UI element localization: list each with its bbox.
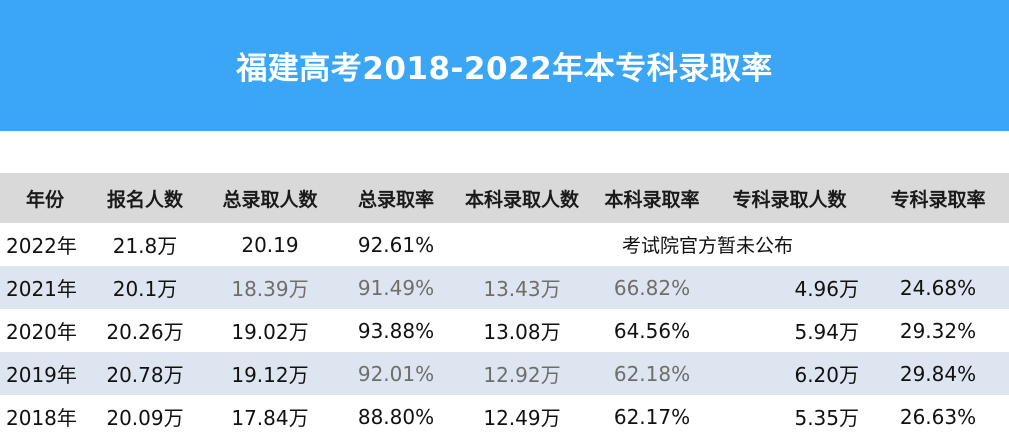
cell-unpublished-notice: 考试院官方暂未公布 [452, 223, 1009, 266]
cell-total-admitted: 17.84万 [200, 395, 340, 438]
cell-junior-admitted: 5.35万 [712, 395, 867, 438]
cell-year: 2020年 [0, 309, 90, 352]
cell-junior-rate: 29.32% [867, 309, 1009, 352]
cell-total-rate: 91.49% [340, 266, 452, 309]
cell-junior-admitted: 4.96万 [712, 266, 867, 309]
cell-year: 2021年 [0, 266, 90, 309]
table-row: 2021年 20.1万 18.39万 91.49% 13.43万 66.82% … [0, 266, 1009, 309]
cell-applicants: 20.26万 [90, 309, 200, 352]
cell-total-admitted: 18.39万 [200, 266, 340, 309]
cell-total-rate: 88.80% [340, 395, 452, 438]
cell-total-rate: 92.01% [340, 352, 452, 395]
cell-applicants: 20.78万 [90, 352, 200, 395]
header-total-rate: 总录取率 [340, 173, 452, 223]
cell-total-admitted: 19.12万 [200, 352, 340, 395]
table-row: 2019年 20.78万 19.12万 92.01% 12.92万 62.18%… [0, 352, 1009, 395]
admission-rate-table: 年份 报名人数 总录取人数 总录取率 本科录取人数 本科录取率 专科录取人数 专… [0, 173, 1009, 438]
header-year: 年份 [0, 173, 90, 223]
cell-undergrad-rate: 64.56% [592, 309, 712, 352]
header-undergrad-rate: 本科录取率 [592, 173, 712, 223]
title-banner: 福建高考2018-2022年本专科录取率 [0, 0, 1009, 131]
cell-total-admitted: 19.02万 [200, 309, 340, 352]
cell-undergrad-admitted: 12.49万 [452, 395, 592, 438]
header-applicants: 报名人数 [90, 173, 200, 223]
cell-junior-rate: 29.84% [867, 352, 1009, 395]
cell-total-rate: 93.88% [340, 309, 452, 352]
spacer [0, 131, 1009, 173]
cell-year: 2022年 [0, 223, 90, 266]
cell-junior-rate: 24.68% [867, 266, 1009, 309]
cell-year: 2018年 [0, 395, 90, 438]
header-junior-rate: 专科录取率 [867, 173, 1009, 223]
cell-undergrad-admitted: 13.08万 [452, 309, 592, 352]
cell-year: 2019年 [0, 352, 90, 395]
cell-undergrad-rate: 62.17% [592, 395, 712, 438]
header-row: 年份 报名人数 总录取人数 总录取率 本科录取人数 本科录取率 专科录取人数 专… [0, 173, 1009, 223]
table-row: 2022年 21.8万 20.19 92.61% 考试院官方暂未公布 [0, 223, 1009, 266]
table-row: 2020年 20.26万 19.02万 93.88% 13.08万 64.56%… [0, 309, 1009, 352]
cell-junior-rate: 26.63% [867, 395, 1009, 438]
header-total-admitted: 总录取人数 [200, 173, 340, 223]
cell-undergrad-rate: 62.18% [592, 352, 712, 395]
cell-applicants: 20.09万 [90, 395, 200, 438]
cell-undergrad-admitted: 12.92万 [452, 352, 592, 395]
cell-junior-admitted: 5.94万 [712, 309, 867, 352]
header-junior-admitted: 专科录取人数 [712, 173, 867, 223]
cell-junior-admitted: 6.20万 [712, 352, 867, 395]
table-row: 2018年 20.09万 17.84万 88.80% 12.49万 62.17%… [0, 395, 1009, 438]
cell-undergrad-rate: 66.82% [592, 266, 712, 309]
cell-total-rate: 92.61% [340, 223, 452, 266]
cell-undergrad-admitted: 13.43万 [452, 266, 592, 309]
cell-applicants: 21.8万 [90, 223, 200, 266]
cell-applicants: 20.1万 [90, 266, 200, 309]
cell-total-admitted: 20.19 [200, 223, 340, 266]
header-undergrad-admitted: 本科录取人数 [452, 173, 592, 223]
page-title: 福建高考2018-2022年本专科录取率 [236, 51, 773, 87]
